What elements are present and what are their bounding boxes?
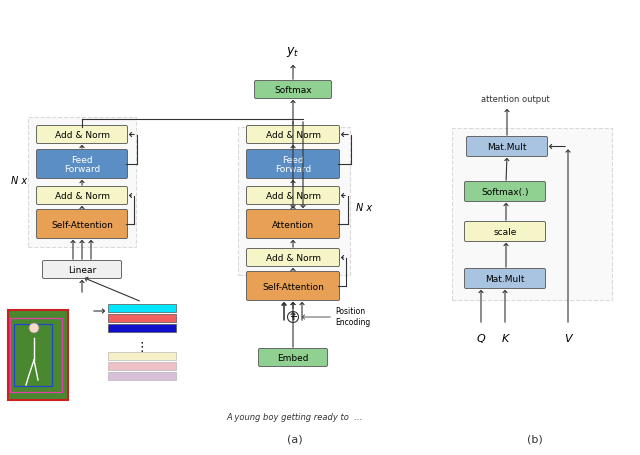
- Text: A young boy getting ready to  …: A young boy getting ready to …: [227, 413, 364, 422]
- Text: Self-Attention: Self-Attention: [51, 220, 113, 229]
- Text: (a): (a): [287, 434, 303, 444]
- Bar: [108, 362, 176, 370]
- Text: Add & Norm: Add & Norm: [266, 253, 321, 263]
- Text: $y_t$: $y_t$: [286, 45, 300, 59]
- Text: Feed
Forward: Feed Forward: [275, 155, 311, 174]
- FancyBboxPatch shape: [246, 150, 339, 179]
- Text: Add & Norm: Add & Norm: [266, 131, 321, 140]
- Bar: [238, 128, 350, 275]
- FancyBboxPatch shape: [259, 349, 328, 367]
- Text: N x: N x: [356, 202, 372, 212]
- Bar: [14, 324, 52, 386]
- Text: Feed
Forward: Feed Forward: [64, 155, 100, 174]
- Text: +: +: [289, 312, 297, 322]
- Bar: [8, 310, 68, 400]
- Bar: [108, 304, 176, 312]
- Text: Add & Norm: Add & Norm: [54, 131, 109, 140]
- FancyBboxPatch shape: [465, 222, 545, 242]
- FancyBboxPatch shape: [246, 210, 339, 239]
- FancyBboxPatch shape: [255, 81, 332, 99]
- FancyBboxPatch shape: [36, 210, 127, 239]
- Bar: [108, 352, 176, 360]
- Text: Embed: Embed: [277, 353, 308, 362]
- FancyBboxPatch shape: [465, 269, 545, 289]
- Text: Softmax: Softmax: [274, 86, 312, 95]
- Text: Mat.Mult: Mat.Mult: [485, 274, 525, 283]
- FancyBboxPatch shape: [246, 126, 339, 144]
- Bar: [28, 118, 136, 248]
- Text: Add & Norm: Add & Norm: [54, 192, 109, 201]
- FancyBboxPatch shape: [36, 126, 127, 144]
- Bar: [452, 129, 612, 300]
- Text: (b): (b): [527, 434, 543, 444]
- Text: Softmax(.): Softmax(.): [481, 187, 529, 197]
- Text: N x: N x: [11, 176, 27, 186]
- Text: Mat.Mult: Mat.Mult: [487, 143, 527, 152]
- FancyBboxPatch shape: [465, 182, 545, 202]
- Text: Q: Q: [477, 333, 485, 343]
- Bar: [108, 314, 176, 322]
- Text: Add & Norm: Add & Norm: [266, 192, 321, 201]
- FancyBboxPatch shape: [36, 150, 127, 179]
- Text: ⋮: ⋮: [136, 340, 148, 353]
- FancyBboxPatch shape: [246, 249, 339, 267]
- Text: V: V: [564, 333, 572, 343]
- FancyBboxPatch shape: [467, 137, 547, 157]
- FancyBboxPatch shape: [246, 187, 339, 205]
- Text: Linear: Linear: [68, 265, 96, 274]
- Text: Attention: Attention: [272, 220, 314, 229]
- Text: Self-Attention: Self-Attention: [262, 282, 324, 291]
- Text: Position
Encoding: Position Encoding: [335, 307, 371, 326]
- Bar: [108, 324, 176, 332]
- Bar: [108, 372, 176, 380]
- Bar: [10, 318, 62, 392]
- FancyBboxPatch shape: [36, 187, 127, 205]
- Text: attention output: attention output: [481, 94, 549, 103]
- Text: K: K: [501, 333, 509, 343]
- FancyBboxPatch shape: [42, 261, 122, 279]
- FancyBboxPatch shape: [246, 272, 339, 301]
- Text: scale: scale: [493, 228, 516, 237]
- Circle shape: [29, 324, 39, 333]
